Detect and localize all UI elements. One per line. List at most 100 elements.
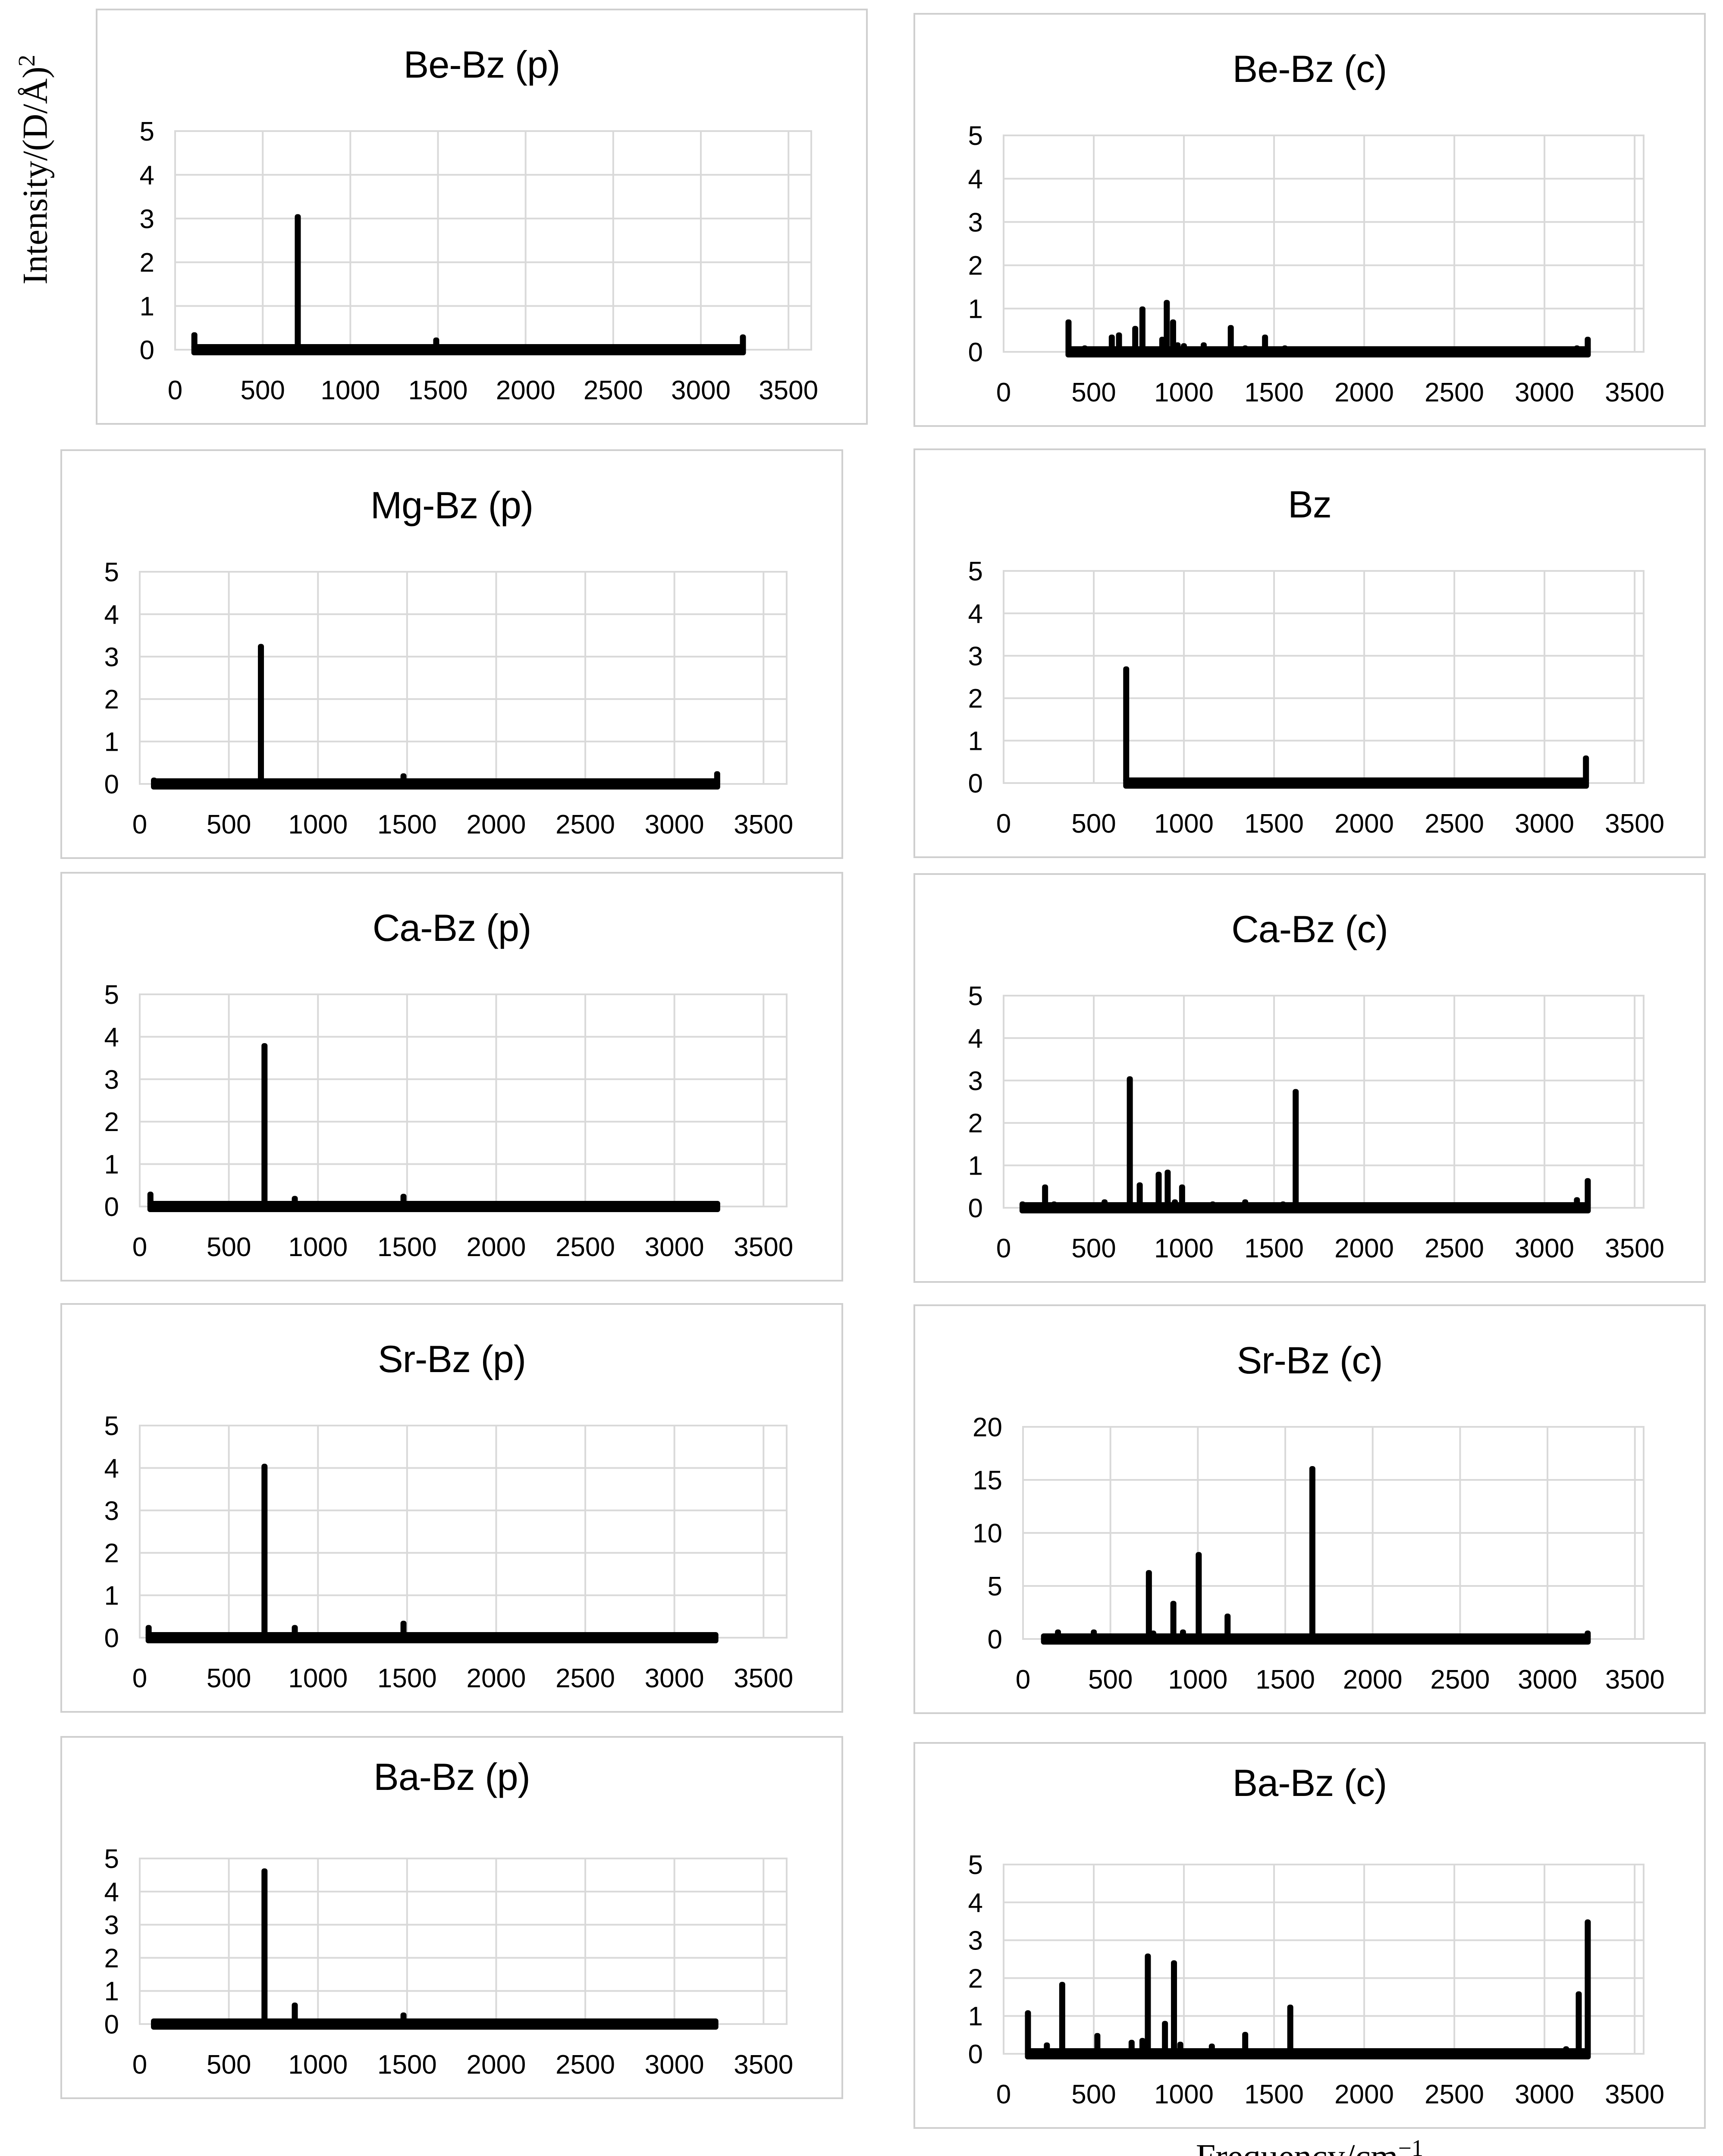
x-tick-label: 1000 [1154,378,1214,407]
spectrum-plot: 0 1 2 3 4 5 0 500 1000 1500 2000 2500 3000 3500 [104,558,794,840]
x-tick-label: 3000 [1515,809,1574,839]
y-tick-label: 20 [973,1413,1002,1442]
x-tick-label: 2500 [1425,809,1484,839]
y-tick-label: 1 [968,295,983,324]
x-tick-label: 1000 [1154,1234,1214,1263]
chart-panel-ca-bz-p: Ca-Bz (p) 0 1 2 3 4 5 0 500 1000 1500 2000 2500 3000… [60,872,843,1282]
spectrum-series [145,1463,719,1643]
y-tick-label: 1 [104,727,119,757]
x-tick-label: 3000 [1515,378,1574,407]
x-tick-label: 2500 [1425,2080,1484,2109]
spectrum-plot: 0 5 10 15 20 0 500 1000 1500 2000 2500 3000 3500 [973,1413,1665,1695]
x-tick-label: 500 [1071,378,1116,407]
spectrum-plot: 0 1 2 3 4 5 0 500 1000 1500 2000 2500 3000 3500 [968,557,1665,839]
x-tick-label: 500 [207,1664,251,1693]
y-tick-label: 1 [140,292,154,322]
x-tick-label: 0 [996,378,1011,407]
y-tick-label: 4 [104,1022,119,1052]
x-tick-label: 3000 [1515,2080,1574,2109]
y-tick-label: 0 [104,770,119,799]
chart-title: Mg-Bz (p) [370,484,534,526]
tick-labels: 0 1 2 3 4 5 0 500 1000 1500 2000 2500 3000 3500 [968,557,1665,839]
x-tick-label: 3500 [734,1664,793,1693]
x-axis-label-superscript: −1 [1398,2135,1424,2156]
y-tick-label: 2 [140,248,154,278]
x-tick-label: 0 [1016,1665,1030,1695]
chart-title: Sr-Bz (c) [1237,1339,1383,1382]
x-tick-label: 3500 [734,2050,793,2080]
x-tick-label: 2000 [466,810,526,840]
chart-panel-be-bz-c: Be-Bz (c) 0 1 2 3 4 5 0 500 1000 1500 2000 2500 3000… [913,13,1706,427]
y-tick-label: 3 [104,1496,119,1526]
y-tick-label: 5 [140,117,154,147]
y-tick-label: 5 [104,980,119,1010]
x-tick-label: 2000 [1334,2080,1394,2109]
x-tick-label: 1000 [1168,1665,1227,1695]
x-tick-label: 1500 [377,810,437,840]
spectrum-series [191,214,746,355]
y-tick-label: 1 [968,1151,983,1181]
y-tick-label: 2 [968,1964,983,1993]
chart-panel-ba-bz-p: Ba-Bz (p) 0 1 2 3 4 5 0 500 1000 1500 2000 2500 3000… [60,1736,843,2099]
y-tick-label: 3 [140,204,154,234]
y-tick-label: 10 [973,1519,1002,1548]
x-tick-label: 2000 [1334,1234,1394,1263]
tick-labels: 0 5 10 15 20 0 500 1000 1500 2000 2500 3000 3500 [973,1413,1665,1695]
y-tick-label: 2 [104,685,119,714]
x-tick-label: 3000 [645,1232,704,1262]
x-tick-label: 2000 [466,1664,526,1693]
tick-labels: 0 1 2 3 4 5 0 500 1000 1500 2000 2500 3000 3500 [968,121,1665,407]
x-tick-label: 0 [996,2080,1011,2109]
x-tick-label: 1500 [377,1232,437,1262]
spectrum-series [1065,300,1591,357]
x-tick-label: 3500 [1605,1234,1664,1263]
chart-title: Ca-Bz (c) [1231,908,1388,950]
y-tick-label: 1 [968,727,983,756]
tick-labels: 0 1 2 3 4 5 0 500 1000 1500 2000 2500 3000 3500 [104,980,794,1262]
x-tick-label: 2500 [556,810,615,840]
x-tick-label: 2000 [466,1232,526,1262]
x-tick-label: 3500 [734,1232,793,1262]
y-tick-label: 5 [968,981,983,1011]
chart-panel-sr-bz-c: Sr-Bz (c) 0 5 10 15 20 0 500 1000 1500 2000 2500 30… [913,1304,1706,1714]
y-tick-label: 4 [968,1024,983,1053]
x-tick-label: 2500 [1425,1234,1484,1263]
y-tick-label: 2 [104,1539,119,1568]
spectrum-plot: 0 1 2 3 4 5 0 500 1000 1500 2000 2500 3000 3500 [104,1411,794,1693]
x-tick-label: 500 [207,2050,251,2080]
x-tick-label: 3000 [671,376,731,405]
x-tick-label: 0 [132,810,147,840]
x-tick-label: 3000 [1518,1665,1577,1695]
spectrum-series [151,644,720,790]
spectrum-series [147,1043,720,1212]
y-axis-label: Intensity/(D/Å)2 [13,55,55,285]
y-tick-label: 3 [104,1065,119,1095]
y-tick-label: 4 [104,1877,119,1907]
y-tick-label: 5 [968,557,983,586]
tick-labels: 0 1 2 3 4 5 0 500 1000 1500 2000 2500 3000 3500 [140,117,819,405]
y-tick-label: 5 [104,1411,119,1441]
y-tick-label: 0 [968,338,983,367]
x-tick-label: 1000 [288,2050,348,2080]
x-tick-label: 500 [207,1232,251,1262]
x-tick-label: 3000 [1515,1234,1574,1263]
spectrum-plot: 0 1 2 3 4 5 0 500 1000 1500 2000 2500 3000 3500 [968,981,1665,1263]
x-tick-label: 2500 [556,2050,615,2080]
y-tick-label: 3 [968,208,983,238]
x-tick-label: 3000 [645,2050,704,2080]
y-tick-label: 5 [104,558,119,587]
y-tick-label: 4 [968,599,983,629]
x-tick-label: 1000 [1154,809,1214,839]
y-tick-label: 4 [968,164,983,194]
chart-title: Ba-Bz (p) [373,1755,530,1798]
x-tick-label: 1500 [377,2050,437,2080]
x-tick-label: 0 [132,2050,147,2080]
spectrum-series [1019,1076,1591,1213]
spectrum-series [1123,666,1589,789]
x-tick-label: 2000 [466,2050,526,2080]
y-tick-label: 1 [104,1581,119,1611]
y-tick-label: 4 [140,160,154,190]
x-tick-label: 500 [207,810,251,840]
chart-title: Be-Bz (c) [1232,47,1387,90]
